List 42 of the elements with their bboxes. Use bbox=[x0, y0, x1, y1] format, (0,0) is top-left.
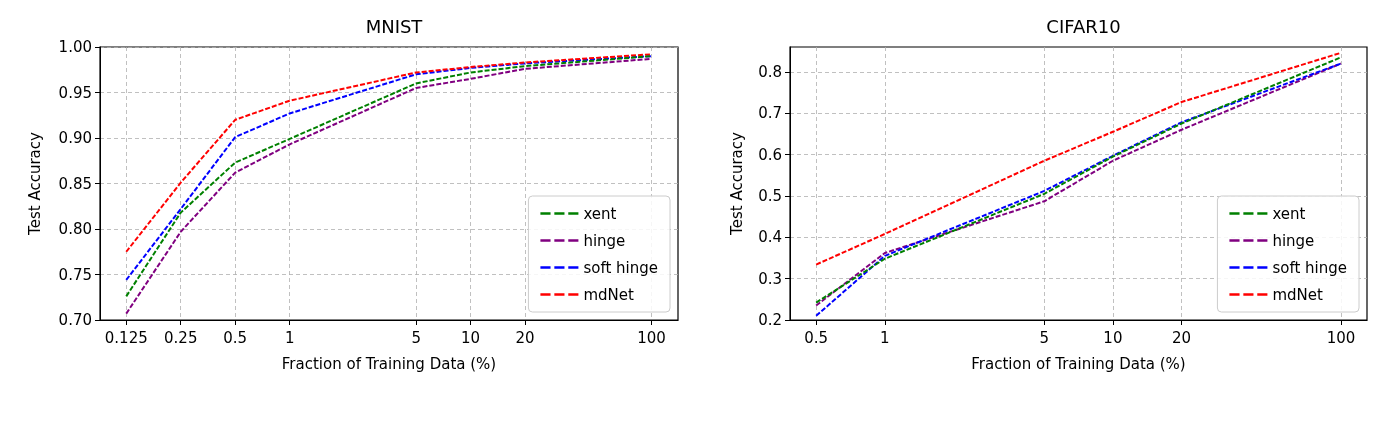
x-tick-label: 10 bbox=[461, 328, 481, 347]
x-tick-label: 10 bbox=[1103, 328, 1123, 347]
y-tick-label: 0.2 bbox=[758, 311, 782, 329]
y-tick-label: 0.70 bbox=[58, 311, 92, 329]
x-tick-label: 1 bbox=[284, 328, 295, 347]
legend-label: hinge bbox=[583, 231, 626, 250]
y-axis-title: Test Accuracy bbox=[25, 131, 44, 236]
legend-label: xent bbox=[1272, 204, 1306, 223]
x-tick-label: 5 bbox=[411, 328, 421, 347]
y-tick-label: 0.80 bbox=[58, 220, 92, 238]
x-tick-label: 100 bbox=[1326, 328, 1356, 347]
y-tick-label: 0.95 bbox=[58, 83, 92, 102]
x-tick-label: 1 bbox=[880, 328, 890, 347]
legend-label: mdNet bbox=[583, 285, 634, 304]
chart-title: CIFAR10 bbox=[1046, 15, 1121, 37]
legend-label: hinge bbox=[1272, 231, 1315, 250]
y-tick-label: 1.00 bbox=[58, 38, 92, 56]
x-tick-label: 20 bbox=[1172, 328, 1192, 347]
legend-label: xent bbox=[583, 204, 617, 223]
y-tick-label: 0.90 bbox=[58, 129, 92, 147]
legend-label: soft hinge bbox=[1272, 258, 1347, 277]
x-tick-label: 0.125 bbox=[104, 328, 148, 347]
y-tick-label: 0.85 bbox=[58, 174, 92, 193]
y-tick-label: 0.6 bbox=[758, 145, 782, 164]
x-tick-label: 100 bbox=[637, 328, 666, 347]
y-tick-label: 0.3 bbox=[758, 269, 782, 288]
y-tick-label: 0.5 bbox=[758, 186, 782, 205]
y-tick-label: 0.75 bbox=[58, 265, 92, 284]
x-tick-label: 0.25 bbox=[164, 328, 198, 347]
y-tick-label: 0.7 bbox=[758, 104, 782, 123]
legend-label: mdNet bbox=[1272, 285, 1323, 304]
x-tick-label: 0.5 bbox=[804, 328, 829, 347]
x-tick-label: 20 bbox=[515, 328, 535, 347]
legend-label: soft hinge bbox=[583, 258, 658, 277]
chart-title: MNIST bbox=[365, 15, 424, 37]
x-axis-title: Fraction of Training Data (%) bbox=[971, 354, 1186, 373]
x-tick-label: 5 bbox=[1039, 328, 1050, 347]
y-tick-label: 0.4 bbox=[758, 228, 782, 247]
y-axis-title: Test Accuracy bbox=[727, 131, 746, 236]
x-axis-title: Fraction of Training Data (%) bbox=[281, 354, 497, 373]
y-tick-label: 0.8 bbox=[758, 62, 782, 81]
x-tick-label: 0.5 bbox=[223, 328, 248, 347]
